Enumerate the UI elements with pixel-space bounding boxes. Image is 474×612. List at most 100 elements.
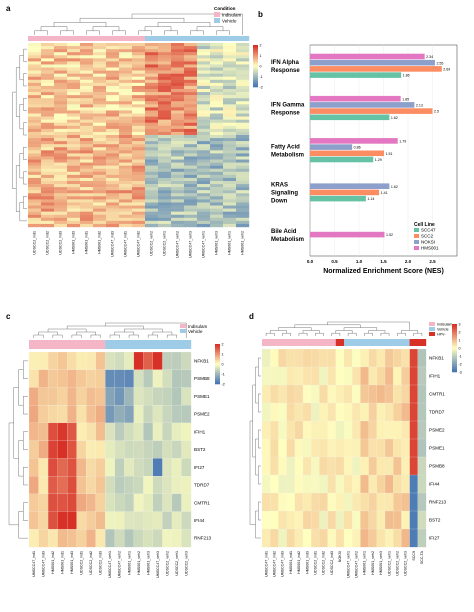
a-heatmap-cell <box>67 162 81 166</box>
d-heatmap-cell <box>278 402 287 422</box>
a-heatmap-cell <box>67 113 81 117</box>
a-heatmap-cell <box>184 138 198 142</box>
a-dendrogram-branch <box>138 30 152 35</box>
a-heatmap-cell <box>93 171 107 176</box>
a-heatmap-cell <box>158 223 172 228</box>
panel-d-condition-annotation <box>262 339 427 346</box>
d-dendrogram-branch <box>315 333 324 336</box>
a-heatmap-cell <box>210 82 224 87</box>
d-colorbar-segment <box>452 365 457 368</box>
a-heatmap-cell <box>171 168 185 172</box>
c-heatmap-cell <box>171 369 182 388</box>
c-dendrogram-branch <box>23 360 28 379</box>
a-heatmap-cell <box>145 64 159 68</box>
d-heatmap-cell <box>352 438 361 458</box>
a-heatmap-cell <box>210 98 224 102</box>
a-heatmap-cell <box>132 67 146 71</box>
a-heatmap-cell <box>54 76 68 80</box>
c-heatmap-cell <box>47 493 58 512</box>
c-heatmap-cell <box>105 475 116 495</box>
a-annotation-cell <box>132 36 146 41</box>
a-heatmap-cell <box>132 43 146 47</box>
d-sample-label: UMSCC47_ind2 <box>273 551 277 577</box>
b-bar-value-label: 1.14 <box>367 197 374 201</box>
a-heatmap-cell <box>210 211 224 215</box>
a-heatmap-cell <box>236 52 250 56</box>
a-heatmap-cell <box>158 138 172 142</box>
a-heatmap-cell <box>171 199 185 203</box>
c-heatmap-cell <box>181 369 192 388</box>
a-heatmap-cell <box>223 193 237 197</box>
a-heatmap-cell <box>41 153 55 157</box>
c-heatmap-cell <box>143 351 154 371</box>
d-gene-label: CMTR1 <box>429 392 445 397</box>
d-colorbar-segment <box>452 370 457 373</box>
d-heatmap-cell <box>384 402 394 422</box>
a-heatmap-cell <box>145 202 159 206</box>
panel-d-legend: Indisulam Vehicle HPV- <box>429 322 452 337</box>
a-heatmap-cell <box>41 70 55 74</box>
c-annotation-cell <box>95 340 106 349</box>
c-colorbar-segment <box>215 370 220 373</box>
a-heatmap-cell <box>80 61 94 65</box>
a-heatmap-cell <box>28 64 42 68</box>
a-heatmap-cell <box>184 217 198 222</box>
a-heatmap-cell <box>28 153 42 157</box>
a-heatmap-cell <box>236 193 250 197</box>
d-heatmap-cell <box>270 420 279 440</box>
a-heatmap-cell <box>106 82 120 87</box>
a-heatmap-cell <box>236 95 250 99</box>
c-sample-label: UMSCC47_veh1 <box>108 551 112 578</box>
b-bar <box>310 195 366 202</box>
a-heatmap-cell <box>67 141 81 145</box>
a-heatmap-cell <box>93 211 107 215</box>
a-heatmap-cell <box>80 113 94 117</box>
a-heatmap-cell <box>223 116 237 120</box>
d-heatmap-cell <box>278 384 287 404</box>
d-sample-label: HMS001_ind3 <box>305 551 309 574</box>
c-heatmap-cell <box>133 458 144 477</box>
c-heatmap-cell <box>47 529 58 548</box>
a-heatmap-cell <box>41 177 55 182</box>
b-category-label: Fatty Acid <box>271 145 300 151</box>
a-sample-label: UDSCC2_ind2 <box>46 231 50 255</box>
a-heatmap-cell <box>236 82 250 87</box>
a-heatmap-cell <box>28 150 42 154</box>
a-heatmap-cell <box>41 138 55 142</box>
a-heatmap-cell <box>28 144 42 148</box>
a-heatmap-cell <box>28 177 42 182</box>
c-heatmap-cell <box>57 351 68 371</box>
d-heatmap-cell <box>368 510 378 530</box>
c-heatmap-cell <box>162 440 173 459</box>
c-heatmap-cell <box>114 511 125 530</box>
c-heatmap-cell <box>67 369 77 388</box>
a-heatmap-cell <box>210 58 224 62</box>
a-heatmap-cell <box>197 162 211 166</box>
a-annotation-cell <box>158 36 172 41</box>
c-dendrogram-branch <box>13 387 19 459</box>
d-gene-label: PSMB8 <box>429 464 445 469</box>
d-heatmap-cell <box>376 492 386 512</box>
a-heatmap-cell <box>145 135 159 139</box>
a-heatmap-cell <box>119 46 133 50</box>
a-heatmap-cell <box>197 49 211 53</box>
d-heatmap-cell <box>360 348 369 368</box>
d-dendrogram-branch <box>252 384 256 458</box>
a-heatmap-cell <box>119 141 133 145</box>
a-heatmap-cell <box>119 147 133 151</box>
a-heatmap-cell <box>223 174 237 179</box>
a-heatmap-cell <box>158 174 172 179</box>
a-heatmap-cell <box>119 85 133 90</box>
a-heatmap-cell <box>106 122 120 126</box>
d-heatmap-cell <box>360 492 369 512</box>
a-heatmap-cell <box>132 214 146 218</box>
a-annotation-cell <box>106 36 120 41</box>
c-colorbar-segment <box>215 373 220 375</box>
a-heatmap-cell <box>171 202 185 206</box>
a-heatmap-cell <box>54 205 68 209</box>
a-colorbar-segment <box>253 63 258 65</box>
a-heatmap-cell <box>67 135 81 139</box>
a-heatmap-cell <box>119 125 133 130</box>
a-heatmap-cell <box>93 168 107 172</box>
